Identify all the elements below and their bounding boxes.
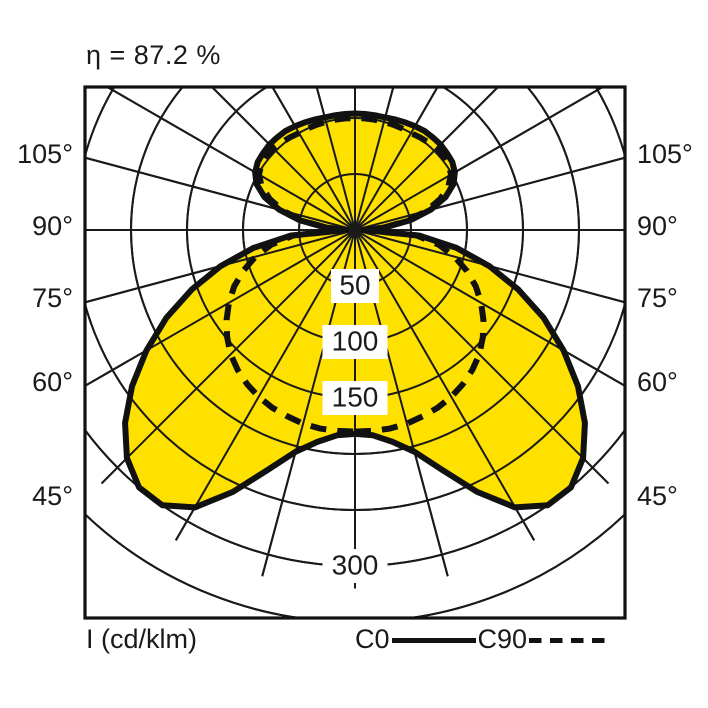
axis-tick-left-45: 45° bbox=[32, 481, 73, 511]
legend-c90-label: C90 bbox=[477, 624, 528, 654]
legend: C0 C90 bbox=[355, 624, 615, 655]
axis-tick-right-90: 90° bbox=[637, 211, 678, 241]
axis-tick-right-45: 45° bbox=[637, 481, 678, 511]
axis-tick-left-75: 75° bbox=[32, 283, 73, 314]
ring-value-label: 300 bbox=[332, 549, 379, 580]
efficiency-label: η = 87.2 % bbox=[86, 40, 221, 70]
axis-tick-left-105: 105° bbox=[17, 138, 73, 169]
axis-tick-left-90: 90° bbox=[32, 211, 73, 241]
legend-c0-label: C0 bbox=[355, 624, 390, 654]
ring-value-label: 50 bbox=[339, 269, 370, 300]
axis-tick-right-105: 105° bbox=[637, 138, 693, 169]
legend-c0-line-icon bbox=[391, 638, 476, 643]
ring-value-label: 100 bbox=[332, 325, 379, 356]
axis-tick-right-75: 75° bbox=[637, 283, 678, 314]
axis-tick-right-60: 60° bbox=[637, 366, 678, 397]
intensity-unit-label: I (cd/klm) bbox=[86, 624, 197, 654]
ring-value-label: 150 bbox=[332, 381, 379, 412]
axis-tick-left-60: 60° bbox=[32, 366, 73, 397]
legend-c90-line-icon bbox=[529, 638, 614, 643]
